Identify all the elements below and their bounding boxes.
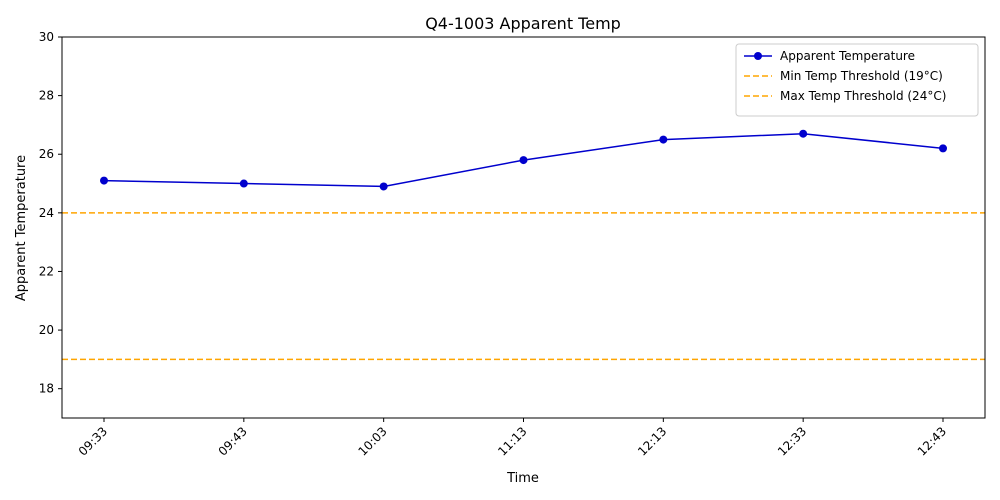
y-tick-label: 28 (39, 89, 54, 103)
y-axis-label: Apparent Temperature (14, 155, 29, 301)
y-tick-label: 22 (39, 264, 54, 278)
x-tick-label: 12:33 (775, 424, 809, 458)
data-point (379, 182, 388, 191)
legend-label: Apparent Temperature (780, 49, 915, 63)
plot-area (62, 129, 985, 361)
x-tick-label: 12:13 (635, 424, 669, 458)
data-point (100, 176, 108, 185)
data-point (519, 156, 528, 165)
x-tick-label: 11:13 (495, 424, 529, 458)
legend: Apparent Temperature Min Temp Threshold (… (735, 43, 979, 117)
x-axis-label: Time (506, 471, 539, 486)
y-tick-label: 24 (39, 206, 54, 220)
x-tick-label: 09:43 (216, 424, 250, 458)
data-point (939, 144, 947, 153)
legend-label: Max Temp Threshold (24°C) (780, 89, 946, 103)
x-tick-label: 10:03 (355, 424, 389, 458)
y-tick-label: 30 (39, 30, 54, 44)
legend-label: Min Temp Threshold (19°C) (780, 69, 943, 83)
x-tick-label: 12:43 (915, 424, 949, 458)
y-tick-label: 18 (39, 382, 54, 396)
chart-title: Q4-1003 Apparent Temp (425, 14, 621, 33)
x-tick-label: 09:33 (76, 424, 110, 458)
data-point (799, 129, 808, 138)
y-tick-label: 20 (39, 323, 54, 337)
legend-marker (754, 52, 762, 60)
data-point (239, 179, 248, 188)
y-tick-label: 26 (39, 147, 54, 161)
data-point (659, 135, 668, 144)
legend-box (735, 43, 979, 117)
